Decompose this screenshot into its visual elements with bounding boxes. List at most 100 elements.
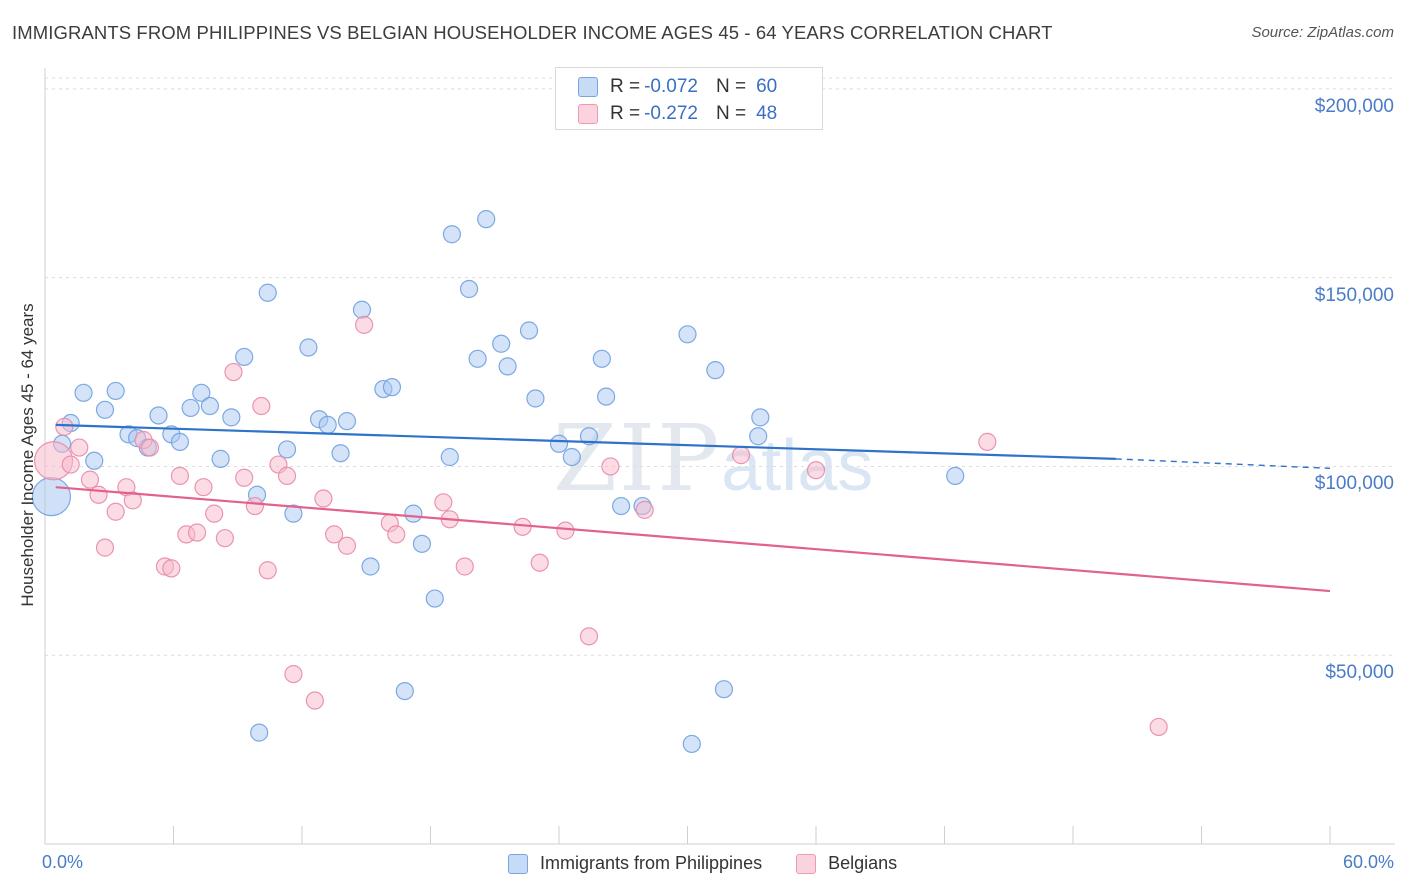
philippines-data-point <box>597 387 616 406</box>
philippines-data-point <box>95 400 115 419</box>
belgians-data-point <box>61 455 80 474</box>
belgians-data-point <box>513 517 532 536</box>
belgians-data-point <box>258 561 277 580</box>
legend-label-philippines: Immigrants from Philippines <box>540 853 763 873</box>
stat-swatch-philippines <box>578 77 598 97</box>
belgians-data-point <box>355 315 374 334</box>
philippines-data-point <box>222 408 241 427</box>
belgians-data-point <box>601 457 620 476</box>
philippines-data-point <box>277 440 297 459</box>
philippines-data-point <box>85 451 104 470</box>
legend: Immigrants from Philippines Belgians <box>508 853 931 874</box>
belgians-data-point <box>314 489 333 508</box>
belgians-data-point <box>215 529 234 548</box>
correlation-stats-box: R = -0.072 N = 60 R = -0.272 N = 48 <box>555 67 823 130</box>
philippines-data-point <box>519 321 539 340</box>
philippines-data-point <box>425 589 444 608</box>
philippines-data-point <box>352 300 372 319</box>
stat-row-belgians: R = -0.272 N = 48 <box>578 103 777 125</box>
belgians-data-point <box>123 491 142 510</box>
source-credit: Source: ZipAtlas.com <box>1251 24 1394 41</box>
philippines-data-point <box>442 225 462 244</box>
belgians-data-point <box>325 525 344 544</box>
y-tick-label: $200,000 <box>1314 95 1394 117</box>
philippines-data-point <box>404 504 423 523</box>
stat-r-value: -0.272 <box>644 103 698 124</box>
philippines-trend-extension <box>1115 458 1331 470</box>
philippines-data-point <box>149 406 168 425</box>
x-axis-max-label: 60.0% <box>1342 852 1394 872</box>
philippines-data-point <box>498 357 517 376</box>
series-belgians-points <box>33 315 1168 737</box>
legend-item-belgians[interactable]: Belgians <box>796 853 897 874</box>
belgians-data-point <box>305 691 324 710</box>
stat-row-philippines: R = -0.072 N = 60 <box>578 76 777 98</box>
belgians-data-point <box>434 493 453 512</box>
y-tick-label: $100,000 <box>1314 473 1394 495</box>
philippines-data-point <box>382 378 402 397</box>
philippines-data-point <box>706 361 725 380</box>
trend-lines <box>55 423 1331 593</box>
philippines-trend-line <box>55 423 1116 460</box>
philippines-data-point <box>612 496 631 516</box>
chart-title: IMMIGRANTS FROM PHILIPPINES VS BELGIAN H… <box>12 22 1053 43</box>
philippines-data-point <box>181 398 200 418</box>
x-axis <box>44 68 1395 845</box>
belgians-data-point <box>252 396 271 416</box>
philippines-data-point <box>299 338 318 357</box>
belgians-data-point <box>1149 717 1168 737</box>
philippines-data-point <box>192 383 211 402</box>
belgians-data-point <box>170 466 190 485</box>
philippines-data-point <box>235 347 254 367</box>
philippines-data-point <box>337 412 357 431</box>
belgians-data-point <box>530 553 549 572</box>
belgians-data-point <box>140 438 160 457</box>
philippines-data-point <box>170 432 190 451</box>
belgians-data-point <box>187 523 207 542</box>
stat-n-label: N = <box>715 103 747 124</box>
stat-r-value: -0.072 <box>644 76 698 97</box>
philippines-data-point <box>361 557 380 576</box>
belgians-data-point <box>337 536 357 555</box>
stat-r-label: R = <box>610 103 641 124</box>
belgians-data-point <box>224 362 243 382</box>
x-axis-min-label: 0.0% <box>42 852 84 872</box>
belgians-data-point <box>635 500 654 519</box>
philippines-data-point <box>74 383 93 402</box>
belgians-data-point <box>245 496 264 516</box>
philippines-data-point <box>211 449 230 468</box>
legend-swatch-belgians <box>796 853 817 874</box>
y-tick-label: $150,000 <box>1314 284 1394 306</box>
belgians-data-point <box>556 521 575 540</box>
belgians-data-point <box>80 470 100 489</box>
philippines-data-point <box>459 279 479 299</box>
philippines-data-point <box>678 325 697 344</box>
belgians-data-point <box>978 432 997 451</box>
legend-label-belgians: Belgians <box>828 853 898 873</box>
philippines-data-point <box>284 504 303 523</box>
philippines-data-point <box>412 534 432 553</box>
belgians-data-point <box>731 446 751 465</box>
philippines-data-point <box>318 415 337 435</box>
belgians-data-point <box>455 557 474 576</box>
legend-item-philippines[interactable]: Immigrants from Philippines <box>508 853 762 874</box>
belgians-data-point <box>95 538 115 557</box>
philippines-data-point <box>468 349 487 368</box>
belgians-data-point <box>194 478 213 497</box>
philippines-data-point <box>526 389 545 408</box>
philippines-data-point <box>751 408 770 427</box>
philippines-data-point <box>682 734 701 754</box>
y-tick-label: $50,000 <box>1325 662 1394 684</box>
philippines-data-point <box>250 723 269 742</box>
stat-n-label: N = <box>715 76 747 97</box>
stat-n-value: 48 <box>756 103 778 124</box>
philippines-data-point <box>31 477 72 517</box>
belgians-data-point <box>205 504 224 523</box>
belgians-data-point <box>70 438 89 457</box>
belgians-data-point <box>55 417 74 436</box>
belgians-data-point <box>235 468 254 487</box>
belgians-data-point <box>579 627 599 646</box>
belgians-trend-line <box>55 486 1331 593</box>
stat-n-value: 60 <box>756 76 778 97</box>
